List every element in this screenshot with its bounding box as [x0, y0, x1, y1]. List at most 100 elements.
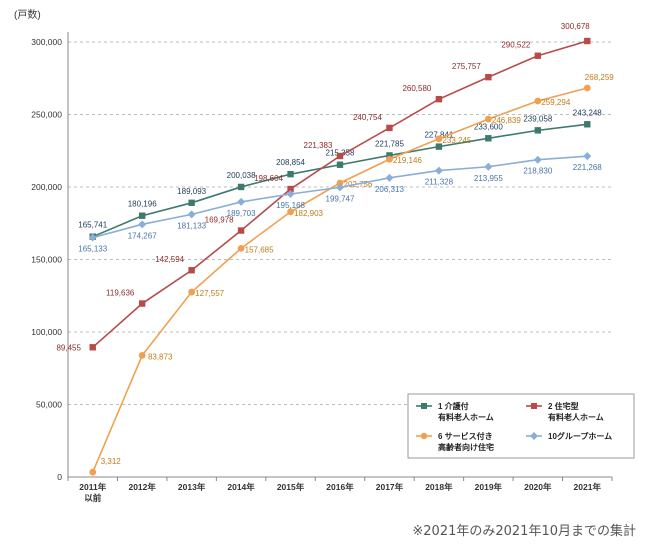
data-point-marker	[434, 166, 443, 175]
data-point-marker	[287, 185, 294, 193]
data-point-marker	[336, 161, 344, 168]
x-tick-label: 2013年	[178, 482, 206, 492]
data-point-marker	[138, 220, 147, 229]
y-tick-label: 0	[57, 472, 62, 482]
data-point-marker	[583, 84, 591, 92]
data-label: 227,841	[424, 131, 453, 140]
data-point-marker	[237, 227, 245, 234]
data-label: 260,580	[402, 84, 431, 93]
data-point-marker	[385, 173, 394, 182]
legend-box	[407, 393, 635, 459]
data-label: 206,313	[375, 185, 404, 194]
data-label: 259,294	[541, 98, 570, 107]
data-point-marker	[386, 155, 393, 163]
data-point-marker	[534, 97, 542, 105]
data-point-marker	[287, 208, 294, 216]
y-tick-label: 250,000	[31, 110, 62, 120]
data-label: 165,133	[78, 245, 107, 254]
data-label: 157,685	[245, 245, 274, 254]
legend-swatch-marker	[421, 403, 427, 409]
data-point-marker	[336, 179, 344, 187]
data-label: 233,245	[442, 136, 471, 145]
y-tick-label: 200,000	[31, 182, 62, 192]
data-label: 182,903	[294, 209, 323, 218]
data-point-marker	[138, 212, 146, 219]
data-point-marker	[435, 143, 443, 150]
data-label: 181,133	[177, 221, 206, 230]
y-tick-label: 150,000	[31, 255, 62, 265]
data-label: 127,557	[195, 289, 224, 298]
data-label: 243,248	[573, 108, 602, 117]
data-point-marker	[237, 244, 245, 252]
x-tick-label: 2019年	[475, 482, 503, 492]
data-point-marker	[88, 233, 97, 242]
data-label: 189,703	[227, 209, 256, 218]
legend-label: 有料老人ホーム	[548, 412, 604, 422]
legend-label: 6 サービス付き	[438, 431, 493, 441]
y-tick-label: 300,000	[31, 37, 62, 47]
x-tick-label: 2017年	[376, 482, 404, 492]
data-label: 300,678	[561, 22, 590, 31]
data-label: 275,757	[452, 62, 481, 71]
data-label: 233,600	[474, 122, 503, 131]
y-tick-label: 100,000	[31, 327, 62, 337]
data-label: 208,854	[276, 158, 305, 167]
x-tick-label: 2021年	[574, 482, 602, 492]
data-label: 213,955	[474, 174, 503, 183]
data-label: 3,312	[101, 457, 122, 466]
legend-label: 高齢者向け住宅	[438, 442, 494, 452]
data-point-marker	[138, 300, 146, 307]
x-tick-label: 2014年	[227, 482, 255, 492]
data-point-marker	[484, 162, 493, 171]
data-point-marker	[237, 197, 246, 206]
x-tick-label: 2012年	[128, 482, 156, 492]
data-label: 89,455	[56, 343, 81, 352]
legend-swatch-marker	[530, 432, 538, 440]
data-point-marker	[485, 135, 492, 142]
data-point-marker	[188, 199, 195, 207]
data-label: 119,636	[106, 289, 135, 298]
data-point-marker	[485, 73, 492, 81]
data-label: 240,754	[353, 113, 382, 122]
data-label: 219,146	[393, 156, 422, 165]
data-label: 200,038	[227, 171, 256, 180]
x-tick-label: 2018年	[425, 482, 453, 492]
data-point-marker	[386, 124, 393, 132]
data-label: 290,522	[501, 41, 530, 50]
legend-label: 有料老人ホーム	[438, 412, 494, 422]
legend-swatch-marker	[531, 403, 537, 409]
y-tick-label: 50,000	[36, 400, 62, 410]
data-label: 211,328	[425, 178, 454, 187]
data-point-marker	[89, 468, 97, 476]
footnote: ※2021年のみ2021年10月までの集計	[412, 524, 636, 539]
data-point-marker	[435, 95, 443, 103]
data-point-marker	[188, 288, 196, 296]
data-label: 174,267	[128, 231, 157, 240]
x-tick-label: 2015年	[277, 482, 305, 492]
legend-label: 10グループホーム	[548, 431, 612, 441]
data-label: 180,196	[128, 200, 157, 209]
data-point-marker	[484, 115, 492, 123]
data-point-marker	[188, 267, 195, 274]
data-label: 268,259	[585, 73, 614, 82]
data-label: 246,839	[492, 116, 521, 125]
data-point-marker	[336, 152, 344, 160]
data-point-marker	[89, 344, 96, 351]
data-label: 198,604	[254, 174, 283, 183]
data-point-marker	[187, 210, 196, 219]
data-label: 189,093	[177, 187, 206, 196]
x-tick-label: 2016年	[326, 482, 354, 492]
data-label: 195,168	[276, 201, 305, 210]
legend-swatch-marker	[420, 432, 428, 440]
data-point-marker	[584, 121, 591, 128]
data-point-marker	[584, 37, 591, 45]
x-tick-label: 以前	[84, 493, 102, 503]
data-label: 221,383	[304, 141, 333, 150]
data-point-marker	[534, 127, 542, 134]
data-label: 221,268	[573, 163, 602, 172]
data-point-marker	[386, 152, 393, 159]
legend-label: 2 住宅型	[548, 401, 579, 411]
x-tick-label: 2011年	[79, 482, 106, 492]
data-point-marker	[533, 155, 542, 164]
